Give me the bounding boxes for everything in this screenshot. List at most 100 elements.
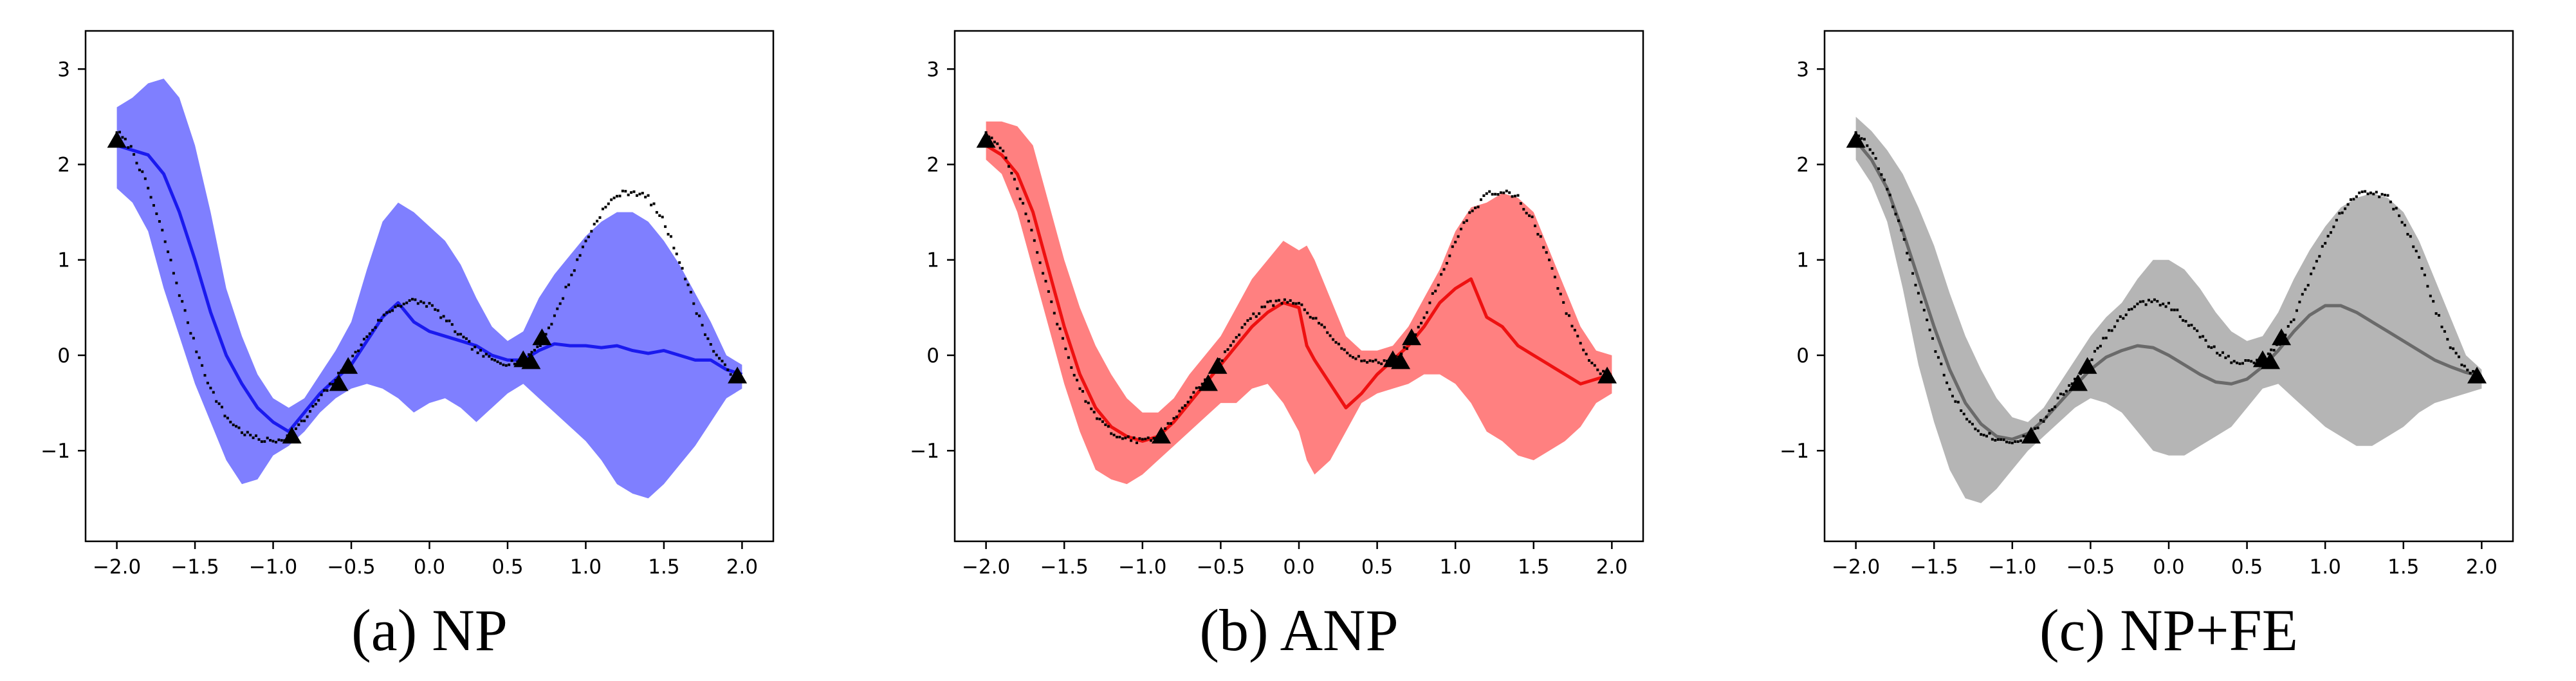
ground-truth-point — [2054, 406, 2057, 408]
ground-truth-point — [320, 393, 323, 396]
ground-truth-point — [504, 364, 508, 367]
ground-truth-point — [1550, 267, 1554, 270]
ground-truth-point — [510, 359, 513, 362]
ground-truth-point — [2056, 396, 2059, 400]
ground-truth-point — [1334, 340, 1338, 344]
ground-truth-point — [172, 272, 175, 275]
ground-truth-point — [257, 438, 261, 441]
context-point — [107, 131, 127, 148]
ground-truth-point — [2230, 361, 2233, 364]
ground-truth-point — [544, 333, 547, 336]
ground-truth-point — [1002, 149, 1005, 153]
ground-truth-point — [1982, 433, 1985, 436]
ground-truth-point — [1141, 438, 1144, 441]
ground-truth-point — [2096, 346, 2099, 350]
ground-truth-point — [1946, 381, 1949, 384]
context-point — [1152, 426, 1171, 443]
context-point — [728, 366, 748, 384]
ground-truth-point — [2167, 301, 2170, 304]
ground-truth-point — [326, 389, 329, 392]
ground-truth-point — [2019, 439, 2023, 442]
ground-truth-point — [391, 309, 394, 312]
x-tick-label: −0.5 — [327, 555, 375, 579]
ground-truth-point — [2406, 232, 2409, 236]
ground-truth-point — [1874, 157, 1877, 160]
ground-truth-point — [470, 348, 474, 351]
ground-truth-point — [2298, 301, 2301, 304]
ground-truth-point — [513, 362, 516, 366]
ground-truth-point — [667, 232, 670, 236]
ground-truth-point — [147, 187, 150, 190]
ground-truth-point — [664, 225, 667, 229]
ground-truth-point — [1954, 400, 1957, 403]
x-tick-label: 0.5 — [1361, 555, 1393, 579]
ground-truth-point — [158, 220, 161, 223]
ground-truth-point — [411, 297, 414, 301]
ground-truth-point — [1980, 433, 1983, 436]
ground-truth-point — [1570, 324, 1574, 328]
x-tick-label: −1.5 — [1910, 555, 1958, 579]
ground-truth-point — [354, 351, 357, 353]
ground-truth-point — [2286, 325, 2290, 328]
ground-truth-point — [1166, 422, 1170, 425]
ground-truth-point — [1013, 178, 1016, 181]
ground-truth-point — [1960, 409, 1963, 412]
ground-truth-point — [1985, 434, 1988, 438]
ground-truth-point — [1252, 312, 1255, 315]
y-tick-label: 1 — [926, 249, 939, 272]
x-tick-label: 0.0 — [2153, 555, 2184, 579]
ground-truth-point — [1511, 195, 1514, 198]
ground-truth-point — [508, 363, 511, 366]
panel-caption: (b) ANP — [1199, 597, 1398, 663]
ground-truth-point — [351, 355, 354, 358]
ground-truth-point — [573, 269, 576, 272]
ground-truth-point — [712, 350, 715, 353]
ground-truth-point — [2335, 219, 2338, 221]
ground-truth-point — [2116, 319, 2119, 322]
ground-truth-point — [1175, 415, 1178, 418]
ground-truth-point — [1024, 212, 1027, 216]
ground-truth-point — [2355, 195, 2358, 198]
ground-truth-point — [678, 261, 681, 264]
ground-truth-point — [425, 305, 428, 308]
ground-truth-point — [1363, 359, 1366, 362]
ground-truth-point — [1974, 427, 1977, 431]
ground-truth-point — [1314, 317, 1318, 320]
ground-truth-point — [607, 202, 610, 205]
ground-truth-point — [2133, 305, 2136, 308]
ground-truth-point — [1198, 386, 1201, 389]
ground-truth-point — [2270, 348, 2273, 351]
ground-truth-point — [422, 301, 425, 304]
panel-caption: (c) NP+FE — [2039, 597, 2298, 663]
context-point — [2261, 352, 2281, 369]
ground-truth-point — [167, 250, 170, 254]
x-tick-label: −1.5 — [170, 555, 219, 579]
ground-truth-point — [2429, 294, 2432, 297]
ground-truth-point — [570, 274, 573, 277]
ground-truth-point — [1096, 417, 1099, 420]
context-point — [1402, 328, 1422, 346]
y-tick-label: 3 — [1796, 58, 1809, 81]
ground-truth-point — [1442, 268, 1446, 271]
ground-truth-point — [2369, 191, 2372, 194]
ground-truth-point — [1036, 251, 1039, 254]
ground-truth-point — [1906, 252, 1909, 255]
ground-truth-point — [1292, 302, 1295, 305]
ground-truth-point — [271, 440, 275, 443]
ground-truth-point — [1534, 224, 1536, 227]
ground-truth-point — [1112, 433, 1116, 436]
ground-truth-point — [454, 330, 457, 333]
ground-truth-point — [655, 210, 658, 214]
ground-truth-point — [479, 349, 482, 352]
ground-truth-point — [1136, 442, 1138, 444]
ground-truth-point — [1050, 300, 1053, 303]
ground-truth-point — [1934, 350, 1937, 353]
ground-truth-point — [2440, 325, 2443, 328]
ground-truth-point — [2384, 194, 2386, 196]
ground-truth-point — [430, 304, 434, 307]
ground-truth-point — [2213, 345, 2216, 348]
ground-truth-point — [604, 205, 607, 209]
ground-truth-point — [1426, 311, 1428, 314]
ground-truth-point — [729, 373, 732, 376]
ground-truth-point — [658, 214, 661, 217]
